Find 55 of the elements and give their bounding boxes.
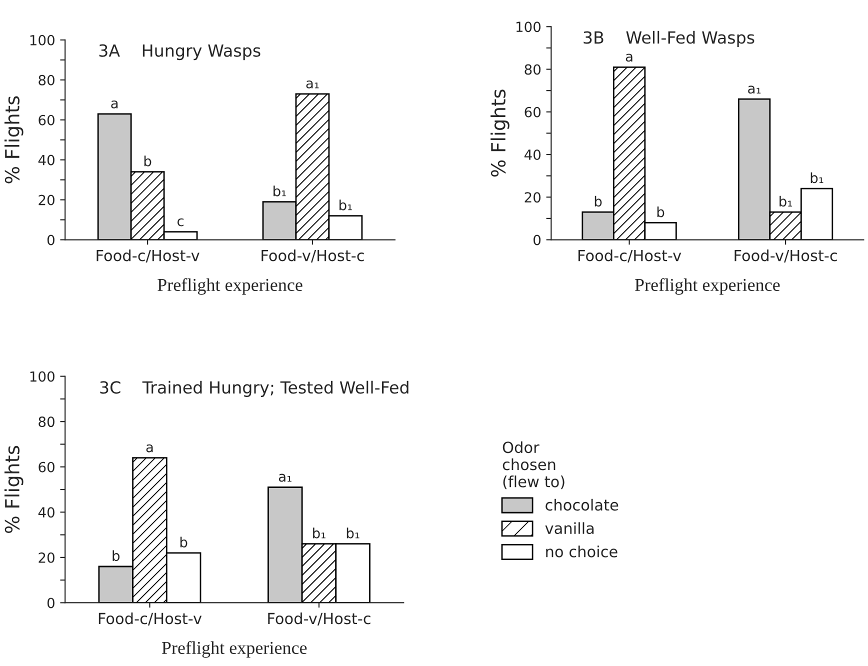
data-label: b₁ [313, 528, 326, 538]
x-axis-title: Preflight experience [158, 278, 302, 295]
data-label: a [111, 100, 118, 108]
y-tick-label: 80 [38, 74, 54, 86]
x-axis-title: Preflight experience [162, 641, 307, 658]
y-tick-label: 40 [38, 154, 54, 166]
data-label: b [144, 156, 152, 166]
data-label: b₁ [346, 528, 360, 538]
data-label: a₁ [306, 80, 319, 88]
y-tick-label: 100 [30, 34, 54, 46]
data-label: a₁ [748, 86, 761, 94]
y-tick-label: 100 [516, 22, 541, 32]
y-tick-label: 80 [38, 416, 54, 428]
y-axis-title: % Flights [4, 446, 24, 533]
data-label: b₁ [340, 200, 352, 210]
x-tick-label: Food-c/Host-v [578, 249, 682, 263]
y-axis-title: % Flights [490, 90, 510, 177]
data-label: b [657, 206, 664, 218]
chart-title: 3A Hungry Wasps [99, 44, 260, 60]
data-label: b [180, 536, 188, 548]
y-tick-label: 0 [47, 598, 54, 608]
y-tick-label: 60 [524, 106, 541, 118]
legend-title: Odor chosen (flew to) [502, 441, 564, 490]
chart-title: 3B Well-Fed Wasps [584, 30, 754, 48]
y-tick-label: 60 [38, 462, 54, 472]
data-label: a [146, 444, 153, 452]
y-axis-title: % Flights [4, 96, 24, 184]
y-tick-label: 100 [30, 371, 54, 382]
y-tick-label: 0 [47, 234, 54, 246]
x-tick-label: Food-c/Host-v [98, 612, 202, 626]
y-tick-label: 80 [524, 64, 541, 75]
chart-title: 3C Trained Hungry; Tested Well-Fed [100, 380, 408, 397]
data-label: b [594, 196, 602, 207]
data-label: b₁ [810, 172, 824, 184]
legend-label: no choice [546, 546, 618, 558]
y-tick-label: 20 [524, 192, 541, 203]
data-label: a [626, 54, 632, 62]
data-label: a₁ [278, 474, 292, 482]
x-tick-label: Food-v/Host-c [262, 249, 364, 263]
data-label: b [112, 550, 120, 562]
x-axis-title: Preflight experience [634, 278, 780, 295]
legend-label: chocolate [546, 498, 618, 511]
y-tick-label: 60 [38, 114, 54, 126]
y-tick-label: 40 [524, 149, 541, 160]
x-tick-label: Food-c/Host-v [96, 249, 200, 263]
x-tick-label: Food-v/Host-c [734, 249, 837, 263]
y-tick-label: 20 [38, 194, 54, 206]
x-tick-label: Food-v/Host-c [268, 612, 370, 626]
data-label: b₁ [274, 186, 286, 196]
y-tick-label: 20 [38, 552, 54, 563]
data-label: c [177, 218, 184, 226]
data-label: b₁ [780, 196, 792, 207]
y-tick-label: 0 [534, 234, 541, 246]
y-tick-label: 40 [38, 507, 54, 518]
text: vanilla [545, 522, 594, 534]
